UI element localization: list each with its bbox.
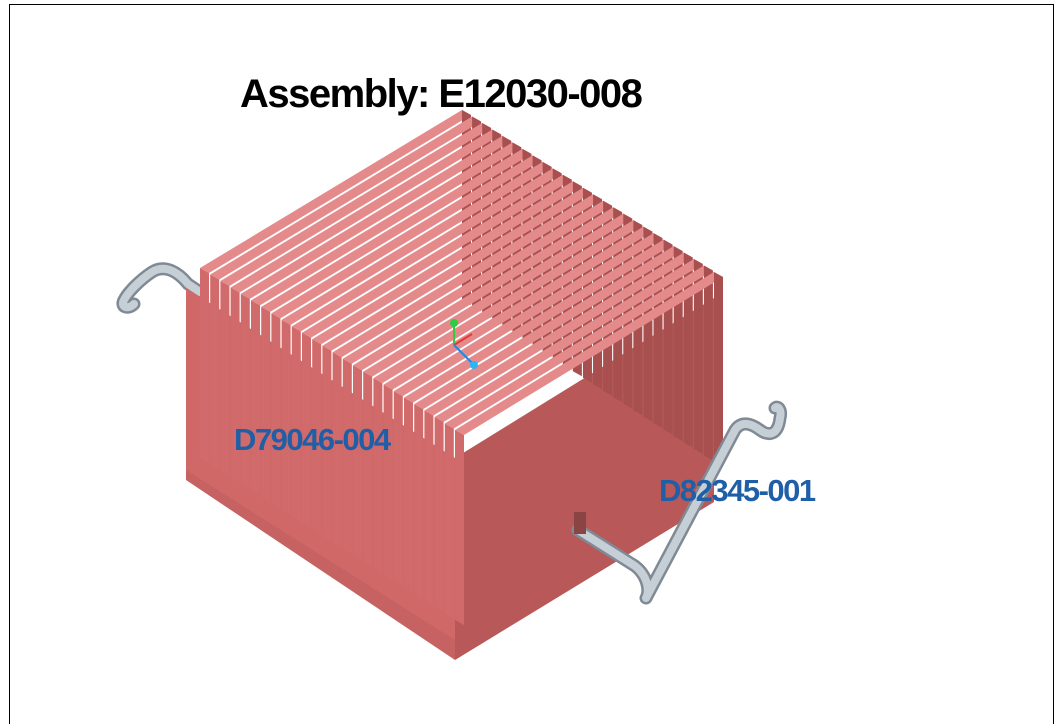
fin-top-edge xyxy=(414,246,683,410)
fin-front xyxy=(363,371,373,567)
fin-top-edge xyxy=(281,161,552,325)
coordinate-axes-icon xyxy=(450,319,478,369)
fin-top-edge xyxy=(291,168,562,332)
fin-top-edge xyxy=(261,148,532,312)
fin-top-edge xyxy=(363,213,633,377)
fin-top-edge xyxy=(302,174,572,338)
fin-front xyxy=(220,280,230,476)
fin-top-edge xyxy=(220,122,492,286)
fin-front xyxy=(230,287,240,483)
fin-front xyxy=(342,358,352,554)
assembly-model-view[interactable] xyxy=(0,0,1056,709)
fin-top-edge xyxy=(434,259,703,423)
fin-top-edge xyxy=(230,129,502,293)
assembly-title: Assembly: E12030-008 xyxy=(240,72,643,116)
fin-top-edge xyxy=(353,207,623,371)
fin-top-edge xyxy=(393,233,663,397)
heatsink-part-label[interactable]: D79046-004 xyxy=(234,422,391,457)
heatsink-fins[interactable] xyxy=(186,110,723,640)
fin-front xyxy=(444,423,454,619)
fin-front xyxy=(455,430,464,625)
fin-front xyxy=(383,384,393,580)
heatpipe-part-label[interactable]: D82345-001 xyxy=(659,473,816,508)
fin-front xyxy=(261,306,271,502)
fin-front xyxy=(271,313,281,509)
fin-front xyxy=(393,391,403,587)
fin-top-edge xyxy=(373,220,643,384)
fin-top-edge xyxy=(251,142,522,306)
fin-top-edge xyxy=(383,226,653,390)
fin-top-edge xyxy=(322,187,592,351)
fin-top-edge xyxy=(444,265,713,429)
fin-front xyxy=(240,293,250,489)
fin-front xyxy=(251,300,260,496)
fin-front xyxy=(332,352,342,548)
viewport-frame xyxy=(9,4,1054,724)
fin-side xyxy=(703,265,713,461)
fin-top-edge xyxy=(240,135,512,299)
heatpipe-right[interactable] xyxy=(571,400,787,605)
fin-side xyxy=(693,259,703,455)
fin-front xyxy=(312,339,322,535)
fin-front xyxy=(210,274,220,470)
fin-front xyxy=(434,417,444,613)
fin-front xyxy=(353,365,362,561)
fin-front xyxy=(414,404,424,600)
heatpipe-left-end[interactable] xyxy=(116,262,207,314)
fin-front xyxy=(302,332,311,528)
fin-side xyxy=(714,272,723,467)
fin-top-edge xyxy=(312,181,582,345)
fin-top-edge xyxy=(342,200,613,364)
fin-top-edge xyxy=(200,110,471,273)
fin-front xyxy=(200,268,209,463)
fin-top-edge xyxy=(210,116,482,280)
fin-front xyxy=(322,345,332,541)
fin-top-edge xyxy=(455,272,723,435)
fin-front xyxy=(404,397,413,593)
fin-top-edge xyxy=(271,155,542,319)
fin-top-edge xyxy=(424,252,693,416)
fin-front xyxy=(373,378,383,574)
fin-front xyxy=(424,410,434,606)
fin-side xyxy=(683,252,693,448)
fin-front xyxy=(281,319,291,515)
fin-top-edge xyxy=(332,194,603,358)
fin-front xyxy=(291,326,301,522)
